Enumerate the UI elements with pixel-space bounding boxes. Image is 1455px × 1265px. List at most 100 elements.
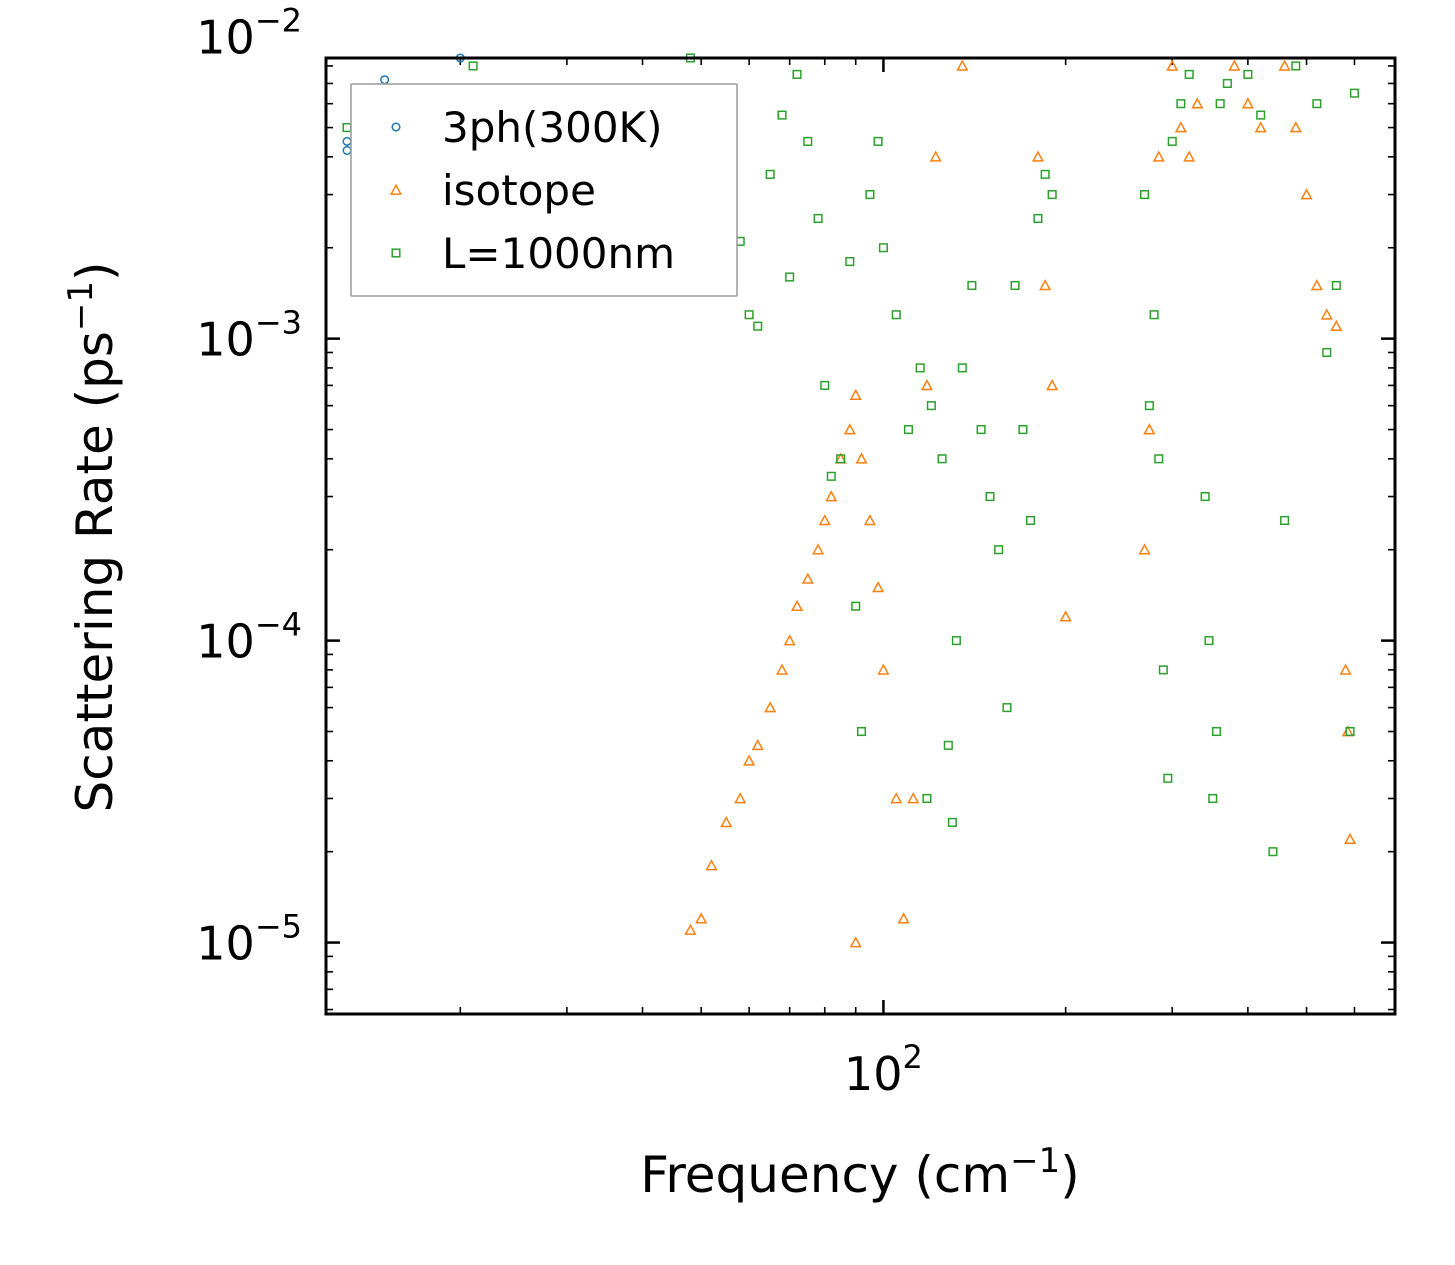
data-point (1143, 423, 1156, 435)
data-point (765, 169, 775, 179)
data-point (872, 581, 885, 593)
data-point (1033, 213, 1043, 224)
data-point (1010, 280, 1020, 291)
data-point (1310, 279, 1323, 291)
data-point (783, 634, 796, 646)
data-point (1339, 663, 1352, 675)
data-point (851, 601, 861, 611)
data-point (865, 190, 875, 200)
data-point (836, 454, 846, 464)
data-point (818, 514, 831, 526)
data-point (1191, 97, 1204, 109)
data-point (891, 310, 901, 320)
data-point (907, 792, 920, 804)
data-point (785, 272, 795, 282)
data-point (825, 490, 838, 502)
x-tick-label: 102 (844, 1038, 923, 1101)
data-point (929, 150, 942, 162)
legend: 3ph(300K) isotope L=1000nm (350, 83, 738, 297)
data-point (1018, 424, 1028, 435)
data-point (1331, 280, 1341, 291)
data-point (1241, 97, 1254, 109)
data-point (922, 793, 932, 804)
data-point (943, 740, 953, 750)
data-point (994, 545, 1004, 555)
data-point (878, 243, 888, 253)
data-point (764, 701, 777, 713)
data-point (1152, 150, 1165, 162)
legend-marker (389, 183, 403, 195)
data-point (1163, 773, 1173, 783)
data-point (792, 69, 802, 79)
data-point (897, 912, 910, 924)
data-point (753, 321, 763, 331)
data-point (976, 424, 986, 435)
data-point (1243, 69, 1253, 79)
data-point (920, 379, 933, 391)
data-point (873, 136, 883, 146)
data-point (915, 363, 925, 373)
y-tick-label: 10−2 (196, 2, 302, 65)
data-point (1046, 379, 1059, 391)
data-point (947, 817, 957, 827)
data-point (1312, 99, 1322, 109)
data-point (1174, 121, 1187, 133)
y-tick-label: 10−4 (196, 606, 302, 669)
data-point (1215, 99, 1225, 109)
data-point (1254, 121, 1267, 133)
plot-frame (324, 56, 1397, 1016)
legend-label: 3ph(300K) (442, 103, 662, 152)
data-point (695, 912, 708, 924)
data-point (1204, 636, 1214, 646)
data-point (1222, 78, 1232, 89)
data-point (720, 816, 733, 828)
data-point (1167, 136, 1177, 146)
data-point (1025, 515, 1036, 525)
data-point (744, 310, 754, 320)
data-point (849, 936, 862, 948)
data-point (877, 663, 890, 675)
data-point (1200, 491, 1210, 502)
data-point (820, 380, 830, 390)
data-point (803, 136, 813, 146)
data-point (967, 280, 977, 291)
data-point (705, 859, 718, 871)
legend-marker (391, 122, 401, 132)
data-point (1139, 190, 1150, 200)
data-point (790, 599, 804, 612)
data-point (1166, 59, 1179, 71)
data-point (1002, 703, 1012, 713)
data-point (1039, 279, 1052, 291)
legend-marker (391, 248, 401, 258)
legend-entry: L=1000nm (391, 229, 675, 278)
data-point (812, 543, 825, 555)
data-point (1330, 319, 1343, 331)
y-tick-label: 10−3 (196, 304, 302, 367)
data-point (1059, 610, 1072, 622)
legend-label: isotope (442, 166, 596, 215)
x-axis-label: Frequency (cm−1) (640, 1141, 1080, 1204)
legend-entry: isotope (389, 166, 596, 215)
data-point (801, 572, 814, 584)
data-point (956, 59, 969, 71)
data-point (1184, 69, 1194, 79)
data-point (813, 213, 823, 224)
data-point (1031, 150, 1045, 162)
data-point (684, 923, 697, 935)
data-point (1047, 190, 1057, 200)
data-point (855, 452, 868, 464)
y-axis-label: Scattering Rate (ps−1) (61, 261, 124, 812)
data-point (1289, 121, 1302, 133)
data-point (849, 388, 862, 400)
data-point (1228, 59, 1241, 71)
data-point (957, 363, 967, 373)
data-point (1183, 150, 1196, 162)
data-point (890, 792, 903, 804)
data-point (1322, 347, 1332, 358)
data-point (1176, 99, 1186, 109)
data-point (468, 61, 478, 71)
data-point (903, 424, 914, 435)
data-point (1268, 847, 1278, 857)
axis-tick-labels: 10−510−410−310−210−1100102 (196, 2, 923, 1101)
